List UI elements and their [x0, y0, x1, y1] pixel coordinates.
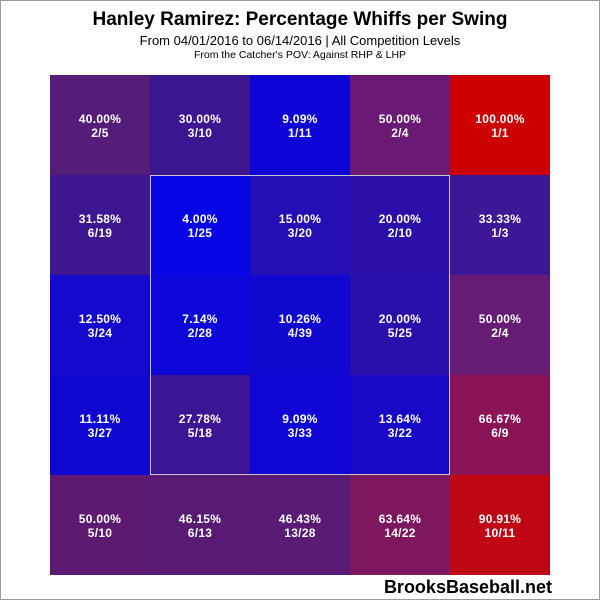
heatmap-cell-r4-c3: 9.09% 3/33	[250, 375, 350, 475]
cell-percentage-label: 12.50%	[78, 312, 122, 326]
cell-percentage-label: 31.58%	[78, 212, 122, 226]
cell-count-label: 1/25	[187, 226, 213, 240]
cell-count-label: 3/10	[187, 126, 213, 140]
cell-percentage-label: 63.64%	[378, 512, 422, 526]
heatmap-cell-r3-c3: 10.26% 4/39	[250, 275, 350, 375]
cell-count-label: 2/4	[491, 326, 509, 340]
cell-count-label: 3/33	[287, 426, 313, 440]
cell-count-label: 2/10	[387, 226, 413, 240]
heatmap-cell-r3-c4: 20.00% 5/25	[350, 275, 450, 375]
cell-percentage-label: 13.64%	[378, 412, 422, 426]
heatmap-cell-r1-c1: 40.00% 2/5	[50, 75, 150, 175]
heatmap-cell-r5-c2: 46.15% 6/13	[150, 475, 250, 575]
heatmap-cell-r1-c3: 9.09% 1/11	[250, 75, 350, 175]
chart-title: Hanley Ramirez: Percentage Whiffs per Sw…	[92, 9, 508, 30]
cell-percentage-label: 7.14%	[182, 312, 218, 326]
cell-count-label: 6/9	[491, 426, 509, 440]
cell-count-label: 2/4	[391, 126, 409, 140]
heatmap-cell-r4-c5: 66.67% 6/9	[450, 375, 550, 475]
heatmap-cell-r1-c4: 50.00% 2/4	[350, 75, 450, 175]
heatmap-cell-r2-c3: 15.00% 3/20	[250, 175, 350, 275]
cell-count-label: 3/22	[387, 426, 413, 440]
cell-count-label: 2/28	[187, 326, 213, 340]
chart-subtitle: From 04/01/2016 to 06/14/2016 | All Comp…	[139, 33, 461, 48]
heatmap-cell-r5-c1: 50.00% 5/10	[50, 475, 150, 575]
cell-percentage-label: 46.15%	[178, 512, 222, 526]
brooksbaseball-watermark: BrooksBaseball.net	[383, 577, 552, 597]
heatmap-cell-r2-c2: 4.00% 1/25	[150, 175, 250, 275]
cell-count-label: 13/28	[284, 526, 316, 540]
heatmap-cell-r5-c4: 63.64% 14/22	[350, 475, 450, 575]
heatmap-cell-r2-c4: 20.00% 2/10	[350, 175, 450, 275]
cell-percentage-label: 50.00%	[78, 512, 122, 526]
cell-percentage-label: 27.78%	[178, 412, 222, 426]
cell-count-label: 3/24	[87, 326, 113, 340]
heatmap-cell-r1-c2: 30.00% 3/10	[150, 75, 250, 175]
heatmap-grid: 40.00% 2/5 30.00% 3/10 9.09% 1/11 50.00% 2/4 100…	[50, 75, 550, 575]
heatmap-cell-r3-c1: 12.50% 3/24	[50, 275, 150, 375]
cell-percentage-label: 11.11%	[79, 412, 121, 426]
heatmap-cell-r4-c1: 11.11% 3/27	[50, 375, 150, 475]
heatmap-cell-r5-c3: 46.43% 13/28	[250, 475, 350, 575]
cell-count-label: 1/11	[288, 126, 312, 140]
cell-count-label: 5/10	[87, 526, 113, 540]
heatmap-cell-r4-c2: 27.78% 5/18	[150, 375, 250, 475]
cell-percentage-label: 46.43%	[278, 512, 322, 526]
cell-percentage-label: 50.00%	[478, 312, 522, 326]
cell-percentage-label: 15.00%	[278, 212, 322, 226]
cell-percentage-label: 40.00%	[78, 112, 122, 126]
cell-percentage-label: 90.91%	[478, 512, 522, 526]
cell-percentage-label: 10.26%	[278, 312, 322, 326]
cell-count-label: 1/1	[491, 126, 509, 140]
heatmap-cell-r3-c2: 7.14% 2/28	[150, 275, 250, 375]
chart-subtitle-pov: From the Catcher's POV: Against RHP & LH…	[193, 49, 407, 61]
heatmap-cell-r2-c5: 33.33% 1/3	[450, 175, 550, 275]
heatmap-cell-r3-c5: 50.00% 2/4	[450, 275, 550, 375]
cell-count-label: 1/3	[491, 226, 509, 240]
cell-count-label: 4/39	[287, 326, 313, 340]
cell-percentage-label: 9.09%	[282, 112, 318, 126]
cell-percentage-label: 100.00%	[475, 112, 525, 126]
cell-count-label: 5/25	[387, 326, 413, 340]
cell-count-label: 6/13	[187, 526, 213, 540]
cell-percentage-label: 30.00%	[178, 112, 222, 126]
cell-count-label: 2/5	[91, 126, 109, 140]
heatmap-cell-r1-c5: 100.00% 1/1	[450, 75, 550, 175]
heatmap-cell-r5-c5: 90.91% 10/11	[450, 475, 550, 575]
cell-count-label: 6/19	[87, 226, 113, 240]
cell-percentage-label: 50.00%	[378, 112, 422, 126]
heatmap-cell-r4-c4: 13.64% 3/22	[350, 375, 450, 475]
cell-count-label: 10/11	[484, 526, 516, 540]
cell-percentage-label: 20.00%	[378, 212, 422, 226]
cell-count-label: 3/27	[87, 426, 113, 440]
cell-percentage-label: 9.09%	[282, 412, 318, 426]
cell-percentage-label: 20.00%	[378, 312, 422, 326]
cell-count-label: 3/20	[287, 226, 313, 240]
cell-count-label: 5/18	[187, 426, 213, 440]
cell-percentage-label: 4.00%	[182, 212, 218, 226]
cell-count-label: 14/22	[384, 526, 416, 540]
cell-percentage-label: 33.33%	[478, 212, 522, 226]
cell-percentage-label: 66.67%	[478, 412, 522, 426]
heatmap-cell-r2-c1: 31.58% 6/19	[50, 175, 150, 275]
